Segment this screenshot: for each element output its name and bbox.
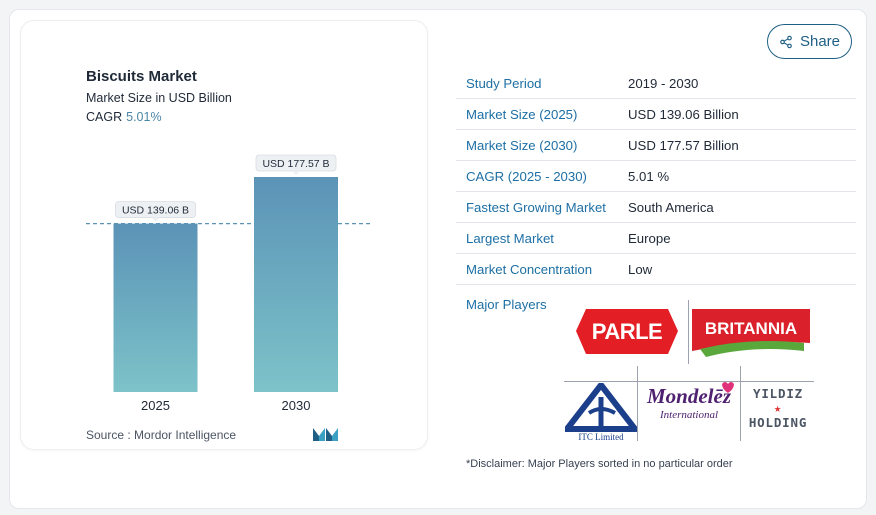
britannia-logo: BRITANNIA: [692, 309, 810, 357]
row-value: 2019 - 2030: [628, 75, 699, 91]
logo-divider: [637, 366, 638, 441]
table-row: Study Period 2019 - 2030: [456, 68, 856, 99]
table-row: Largest Market Europe: [456, 223, 856, 254]
chart-source: Source : Mordor Intelligence: [86, 428, 237, 442]
svg-text:ITC Limited: ITC Limited: [578, 432, 624, 441]
row-value: Low: [628, 261, 653, 277]
yildiz-holding-logo: YILDIZ ★ HOLDING: [748, 386, 808, 430]
chart-subtitle: Market Size in USD Billion: [86, 91, 232, 105]
parle-logo: PARLE: [576, 309, 678, 354]
svg-text:Mondelēz: Mondelēz: [646, 384, 732, 408]
mondelez-logo: Mondelēz International: [646, 382, 734, 421]
logo-divider: [688, 300, 689, 364]
share-label: Share: [799, 33, 841, 50]
row-value: USD 177.57 Billion: [628, 137, 739, 153]
chart-cagr: CAGR 5.01%: [86, 110, 162, 124]
share-icon: [780, 35, 792, 48]
row-label[interactable]: CAGR (2025 - 2030): [466, 168, 587, 184]
row-label[interactable]: Fastest Growing Market: [466, 199, 606, 215]
row-label[interactable]: Study Period: [466, 75, 542, 91]
table-row: Market Concentration Low: [456, 254, 856, 285]
svg-text:PARLE: PARLE: [592, 319, 662, 344]
itc-limited-logo: ITC Limited: [565, 383, 637, 441]
disclaimer: *Disclaimer: Major Players sorted in no …: [466, 458, 733, 470]
logo-divider: [564, 381, 814, 382]
table-row: CAGR (2025 - 2030) 5.01 %: [456, 161, 856, 192]
row-value: Europe: [628, 230, 671, 246]
table-row: Fastest Growing Market South America: [456, 192, 856, 223]
chart-card: [20, 20, 428, 450]
table-row: Market Size (2025) USD 139.06 Billion: [456, 99, 856, 130]
row-value: South America: [628, 199, 714, 215]
major-players-label[interactable]: Major Players: [466, 297, 547, 312]
row-label[interactable]: Largest Market: [466, 230, 554, 246]
row-label[interactable]: Market Size (2025): [466, 106, 578, 122]
table-row: Market Size (2030) USD 177.57 Billion: [456, 130, 856, 161]
cagr-value: 5.01%: [126, 110, 162, 124]
cagr-label: CAGR: [86, 110, 123, 124]
share-button[interactable]: Share: [767, 24, 852, 59]
svg-text:International: International: [659, 409, 718, 421]
svg-text:BRITANNIA: BRITANNIA: [705, 319, 797, 338]
logo-divider: [740, 366, 741, 441]
chart-title: Biscuits Market: [86, 68, 197, 85]
market-info-table: Study Period 2019 - 2030 Market Size (202…: [456, 68, 856, 285]
row-value: USD 139.06 Billion: [628, 106, 739, 122]
row-value: 5.01 %: [628, 168, 670, 184]
row-label[interactable]: Market Size (2030): [466, 137, 578, 153]
mordor-intelligence-logo: [313, 428, 338, 441]
row-label[interactable]: Market Concentration: [466, 261, 593, 277]
